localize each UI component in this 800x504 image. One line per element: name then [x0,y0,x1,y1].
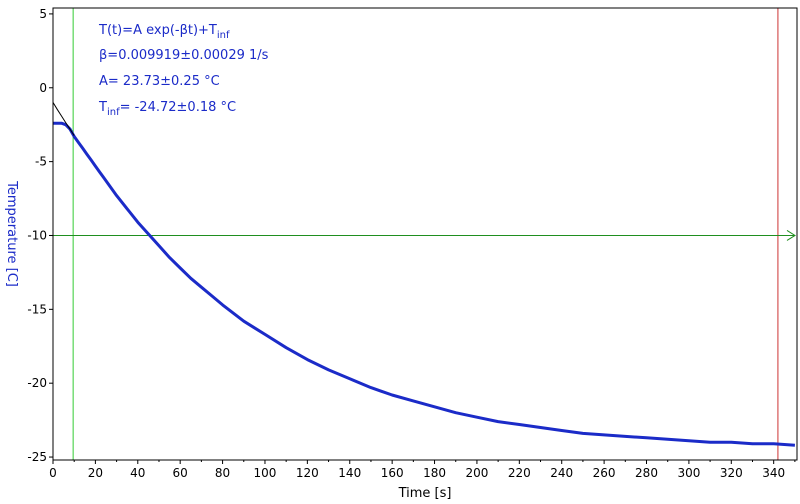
fit-curve-line [52,102,75,136]
fit-amplitude-value: A= 23.73±0.25 °C [99,74,220,89]
y-axis-ticks: 5 0 -5 -10 -15 -20 -25 [27,7,53,464]
plot-frame [52,7,798,461]
x-tick-label: 0 [49,466,57,480]
y-tick-label: -15 [27,302,47,316]
x-tick-label: 340 [762,466,785,480]
fit-annotation: T(t)=A exp(-βt)+Tinf β=0.009919±0.00029 … [98,23,269,118]
x-tick-label: 140 [338,466,361,480]
x-tick-label: 220 [508,466,531,480]
x-axis-ticks: 0 20 40 60 80 100 120 140 160 180 200 220 240 260 280 3… [49,460,796,480]
x-tick-label: 200 [465,466,488,480]
series-layer [52,102,795,447]
cursor-layer [53,8,796,460]
y-tick-label: -10 [27,228,47,242]
measured-temperature-line [53,121,795,447]
x-tick-label: 320 [720,466,743,480]
x-tick-label: 180 [423,466,446,480]
x-tick-label: 300 [677,466,700,480]
x-tick-label: 240 [550,466,573,480]
fit-formula: T(t)=A exp(-βt)+Tinf [98,23,230,41]
x-tick-label: 40 [130,466,145,480]
x-tick-label: 260 [593,466,616,480]
x-tick-label: 20 [88,466,103,480]
x-axis-label: Time [s] [398,486,452,501]
y-tick-label: -25 [27,450,47,464]
y-axis-label: Temperature [C] [4,180,19,287]
x-tick-label: 100 [254,466,277,480]
x-tick-label: 120 [296,466,319,480]
y-tick-label: -20 [27,376,47,390]
x-tick-label: 60 [173,466,188,480]
fit-tinf-value: Tinf= -24.72±0.18 °C [98,100,236,118]
x-tick-label: 160 [381,466,404,480]
fit-beta-value: β=0.009919±0.00029 1/s [99,48,269,63]
x-tick-label: 80 [215,466,230,480]
horizontal-cursor-arrow [786,230,796,241]
x-tick-label: 280 [635,466,658,480]
y-tick-label: 5 [39,7,47,21]
y-tick-label: -5 [35,155,47,169]
y-tick-label: 0 [39,81,47,95]
